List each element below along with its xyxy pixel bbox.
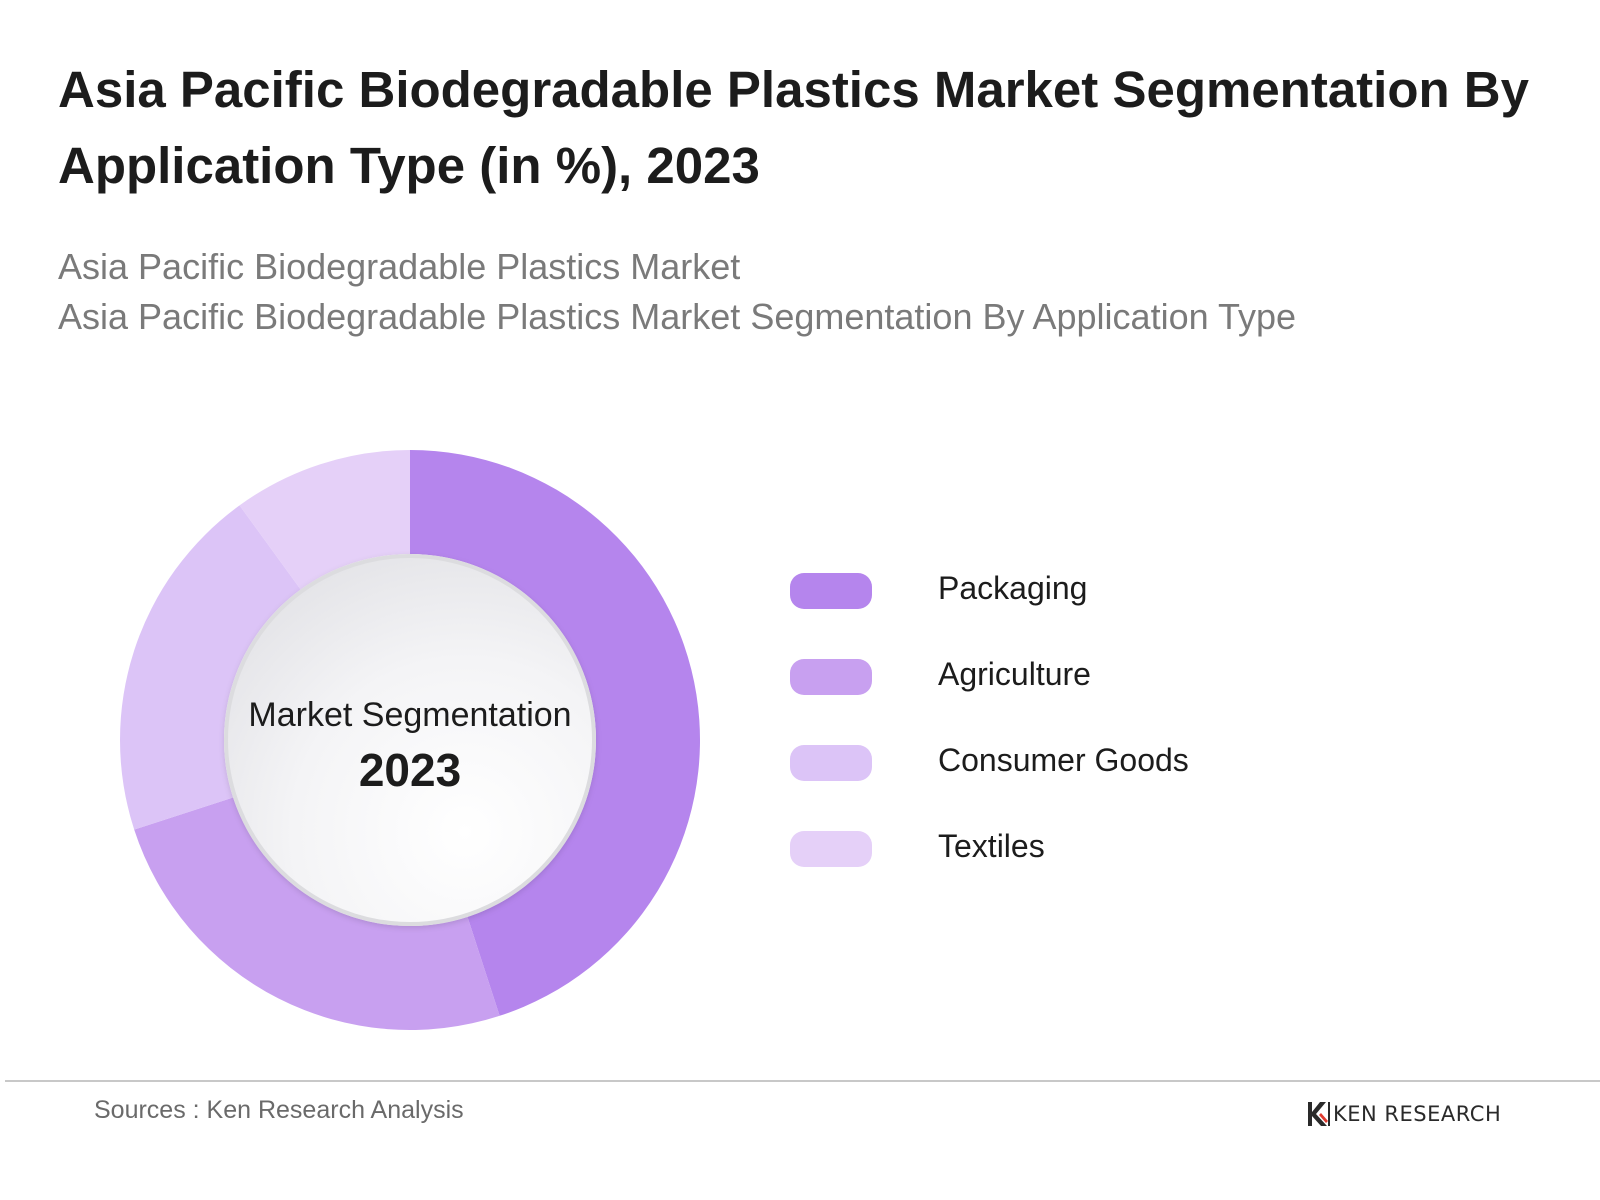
brand-logo: KEN RESEARCH (1306, 1098, 1501, 1130)
legend-swatch (790, 745, 872, 781)
chart-title: Asia Pacific Biodegradable Plastics Mark… (58, 61, 1530, 194)
legend-swatch (790, 831, 872, 867)
center-year: 2023 (359, 744, 461, 796)
legend-swatch (790, 659, 872, 695)
sources-note: Sources : Ken Research Analysis (94, 1096, 464, 1124)
legend-label: Textiles (938, 828, 1045, 864)
slice-textiles (239, 450, 410, 590)
legend-label: Agriculture (938, 656, 1091, 692)
legend-label: Packaging (938, 570, 1088, 606)
slice-packaging (410, 450, 700, 1016)
subtitle-line-2: Asia Pacific Biodegradable Plastics Mark… (58, 296, 1297, 337)
footer-divider (5, 1080, 1600, 1082)
chart-subtitle: Asia Pacific Biodegradable Plastics Mark… (58, 242, 1538, 342)
brand-name: KEN RESEARCH (1333, 1102, 1502, 1126)
slice-consumer-goods (119, 505, 301, 830)
legend-swatch (790, 573, 872, 609)
center-label: Market Segmentation (248, 696, 571, 734)
subtitle-line-1: Asia Pacific Biodegradable Plastics Mark… (58, 246, 741, 287)
slice-agriculture (134, 797, 500, 1030)
donut-chart: Market Segmentation 2023 (119, 450, 700, 1030)
donut-slices (119, 450, 700, 1030)
donut-center (224, 554, 596, 926)
brand-k-icon (1308, 1102, 1330, 1126)
legend-label: Consumer Goods (938, 742, 1189, 778)
